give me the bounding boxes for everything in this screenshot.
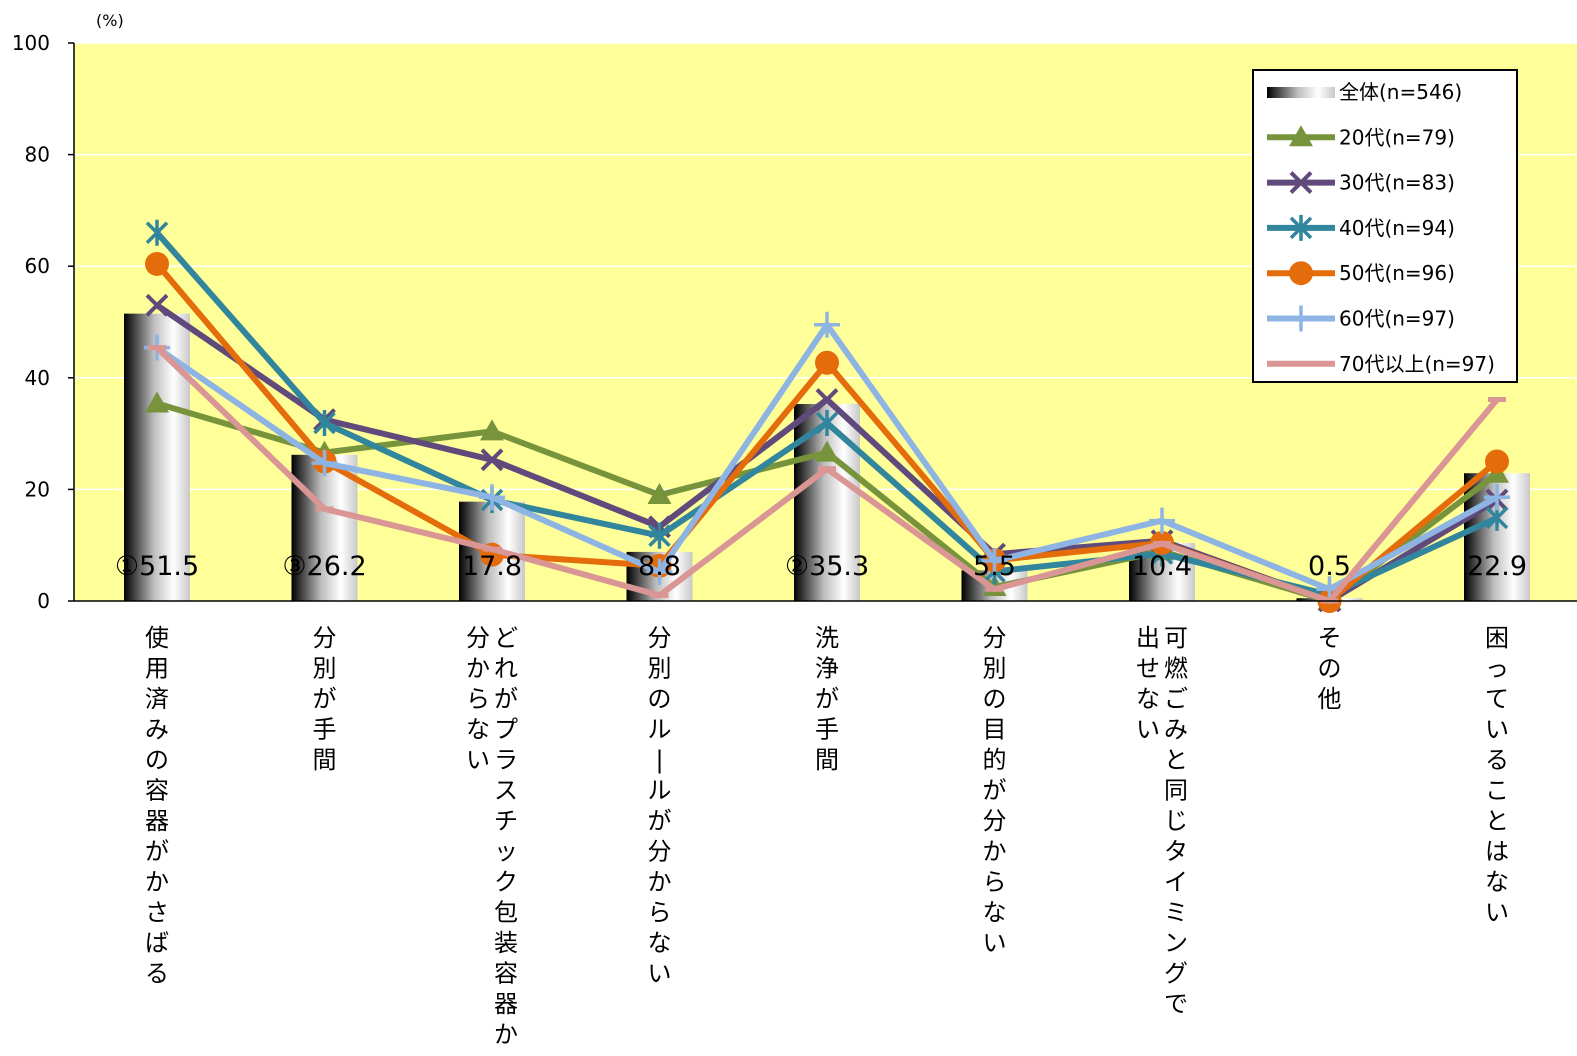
bar-labels: ①51.5 ③26.2 17.8 8.8 ②35.3 5.5 10.4 0.5 22.9: [115, 551, 1527, 582]
y-tick-labels: 0 20 40 60 80 100: [12, 31, 74, 613]
bar-value-label: ③26.2: [282, 551, 366, 582]
category-label: 分別のル|ルが分からない: [648, 624, 672, 988]
data-point: [815, 388, 839, 411]
legend-entry: 70代以上(n=97): [1267, 352, 1495, 376]
data-point: [1289, 261, 1313, 286]
data-point: [815, 409, 839, 436]
legend-entry: 50代(n=96): [1267, 261, 1455, 286]
line-series: [144, 219, 1510, 613]
y-tick-label: 60: [25, 254, 50, 278]
y-tick-label: 0: [37, 589, 50, 613]
bar-value-label: 17.8: [462, 551, 522, 582]
y-tick-label: 80: [25, 143, 50, 167]
data-point: [480, 419, 504, 441]
data-point: [648, 522, 671, 549]
data-point: [1289, 214, 1313, 241]
category-label: その他: [1318, 624, 1342, 713]
data-point: [313, 409, 336, 436]
legend-entry: 60代(n=97): [1267, 305, 1455, 332]
data-point: [145, 293, 169, 317]
legend: 全体(n=546) 20代(n=79) 30代(n=83) 40代(n=94) 50代(…: [1252, 69, 1518, 383]
data-point: [480, 448, 504, 472]
legend-label: 全体(n=546): [1339, 80, 1462, 104]
category-label: 分からない: [466, 624, 490, 774]
y-tick-label: 20: [25, 477, 50, 501]
data-point: [981, 547, 1008, 574]
legend-entry: 30代(n=83): [1267, 171, 1455, 195]
category-label: どれがプラスチック包装容器か: [494, 624, 518, 1049]
data-point: [1149, 507, 1175, 534]
bar-value-label: ①51.5: [115, 551, 199, 582]
data-point: [145, 219, 169, 246]
y-tick-label: 40: [25, 366, 50, 390]
data-point: [1288, 305, 1314, 332]
category-label: 使用済みの容器がかさばる: [145, 624, 169, 988]
data-point: [145, 391, 169, 413]
bar-value-label: 0.5: [1308, 551, 1351, 582]
category-label: 出せない: [1136, 624, 1160, 744]
legend-label: 40代(n=94): [1339, 216, 1455, 240]
legend-label: 70代以上(n=97): [1339, 352, 1495, 376]
series-line: [144, 311, 1510, 603]
data-point: [1289, 125, 1313, 147]
data-point: [145, 251, 169, 276]
category-label: 洗浄が手間: [815, 624, 839, 774]
axes: [73, 43, 1577, 602]
data-point: [815, 440, 839, 462]
bar-value-label: 22.9: [1467, 551, 1527, 582]
legend-swatch: [1267, 87, 1335, 98]
category-label: 分別が手間: [313, 624, 337, 774]
bar-value-label: 10.4: [1132, 551, 1192, 582]
y-unit-label: (%): [96, 11, 124, 30]
data-point: [1484, 484, 1510, 511]
legend-label: 50代(n=96): [1339, 261, 1455, 285]
data-point: [1289, 171, 1313, 195]
data-point: [815, 350, 839, 375]
legend-entry: 20代(n=79): [1267, 125, 1455, 149]
bar: [291, 454, 358, 601]
data-point: [814, 311, 840, 338]
data-point: [646, 558, 673, 585]
data-point: [1485, 449, 1509, 474]
legend-label: 30代(n=83): [1339, 171, 1455, 195]
legend-label: 60代(n=97): [1339, 307, 1455, 331]
category-label: 困っていることはない: [1485, 624, 1509, 927]
legend-entry: 40代(n=94): [1267, 214, 1455, 241]
bar-value-label: 5.5: [973, 551, 1016, 582]
category-label: 可燃ごみと同じタイミングで: [1164, 624, 1188, 1018]
category-label: 分別の目的が分からない: [983, 624, 1007, 957]
y-tick-label: 100: [12, 31, 50, 55]
legend-label: 20代(n=79): [1339, 125, 1455, 149]
bar-value-label: ②35.3: [785, 551, 869, 582]
data-point: [479, 484, 505, 511]
data-point: [311, 450, 338, 477]
data-point: [647, 482, 672, 504]
bar-value-label: 8.8: [638, 551, 681, 582]
